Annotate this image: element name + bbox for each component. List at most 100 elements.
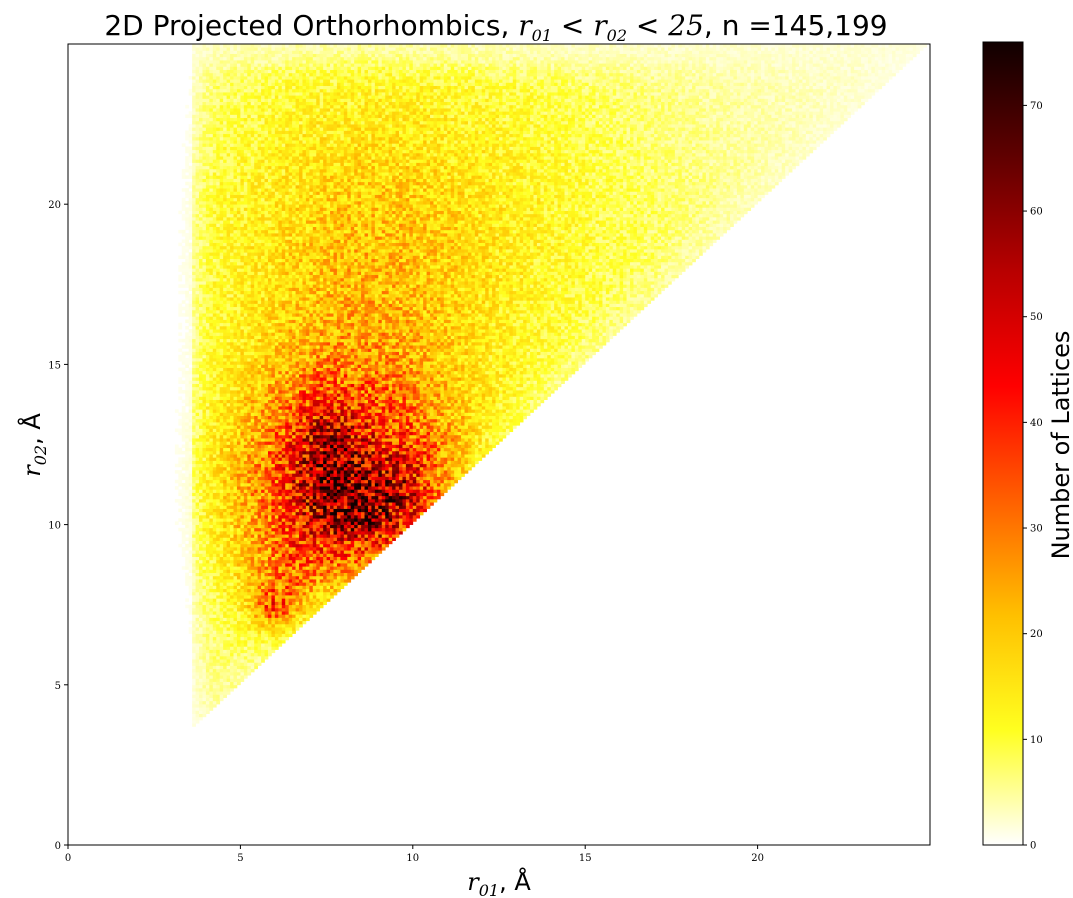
heatmap-cell <box>261 637 265 641</box>
heatmap-cell <box>220 108 224 112</box>
heatmap-cell <box>220 412 224 416</box>
heatmap-cell <box>223 384 227 388</box>
heatmap-cell <box>251 118 255 122</box>
heatmap-cell <box>254 204 258 208</box>
heatmap-cell <box>261 627 265 631</box>
heatmap-cell <box>202 505 206 509</box>
heatmap-cell <box>234 454 238 458</box>
heatmap-cell <box>265 560 269 564</box>
heatmap-cell <box>216 185 220 189</box>
heatmap-cell <box>244 163 248 167</box>
heatmap-cell <box>220 432 224 436</box>
heatmap-cell <box>202 707 206 711</box>
heatmap-cell <box>265 118 269 122</box>
heatmap-cell <box>199 618 203 622</box>
heatmap-cell <box>199 368 203 372</box>
heatmap-cell <box>196 461 200 465</box>
heatmap-cell <box>230 624 234 628</box>
heatmap-cell <box>261 451 265 455</box>
heatmap-cell <box>202 143 206 147</box>
heatmap-cell <box>178 332 182 336</box>
heatmap-cell <box>227 275 231 279</box>
heatmap-cell <box>202 124 206 128</box>
heatmap-cell <box>199 348 203 352</box>
heatmap-cell <box>237 300 241 304</box>
heatmap-cell <box>213 63 217 67</box>
heatmap-cell <box>230 441 234 445</box>
heatmap-cell <box>213 223 217 227</box>
heatmap-cell <box>220 140 224 144</box>
heatmap-cell <box>237 438 241 442</box>
heatmap-cell <box>199 95 203 99</box>
heatmap-cell <box>189 621 193 625</box>
heatmap-cell <box>230 451 234 455</box>
heatmap-cell <box>265 147 269 151</box>
heatmap-cell <box>209 66 213 70</box>
heatmap-cell <box>258 169 262 173</box>
heatmap-cell <box>254 188 258 192</box>
heatmap-cell <box>234 281 238 285</box>
heatmap-cell <box>251 409 255 413</box>
heatmap-cell <box>268 320 272 324</box>
heatmap-cell <box>261 441 265 445</box>
heatmap-cell <box>247 79 251 83</box>
heatmap-cell <box>192 611 196 615</box>
heatmap-cell <box>237 239 241 243</box>
heatmap-cell <box>237 332 241 336</box>
heatmap-cell <box>258 368 262 372</box>
heatmap-cell <box>209 550 213 554</box>
heatmap-cell <box>189 557 193 561</box>
heatmap-cell <box>202 688 206 692</box>
heatmap-cell <box>247 576 251 580</box>
heatmap-cell <box>247 531 251 535</box>
heatmap-cell <box>196 50 200 54</box>
heatmap-cell <box>258 288 262 292</box>
heatmap-cell <box>234 553 238 557</box>
heatmap-cell <box>258 662 262 666</box>
heatmap-cell <box>240 57 244 61</box>
heatmap-cell <box>209 227 213 231</box>
heatmap-cell <box>209 422 213 426</box>
heatmap-cell <box>227 582 231 586</box>
heatmap-cell <box>258 576 262 580</box>
heatmap-cell <box>202 179 206 183</box>
heatmap-cell <box>230 278 234 282</box>
heatmap-cell <box>244 393 248 397</box>
heatmap-cell <box>220 124 224 128</box>
heatmap-cell <box>192 525 196 529</box>
heatmap-cell <box>209 243 213 247</box>
heatmap-cell <box>182 422 186 426</box>
heatmap-cell <box>189 448 193 452</box>
heatmap-cell <box>182 496 186 500</box>
heatmap-cell <box>192 624 196 628</box>
heatmap-cell <box>254 406 258 410</box>
heatmap-cell <box>192 105 196 109</box>
heatmap-cell <box>268 380 272 384</box>
heatmap-cell <box>244 457 248 461</box>
heatmap-cell <box>202 400 206 404</box>
heatmap-cell <box>244 227 248 231</box>
heatmap-cell <box>216 694 220 698</box>
heatmap-cell <box>261 220 265 224</box>
heatmap-cell <box>227 467 231 471</box>
heatmap-cell <box>209 246 213 250</box>
heatmap-cell <box>237 505 241 509</box>
heatmap-cell <box>268 579 272 583</box>
heatmap-cell <box>223 348 227 352</box>
heatmap-cell <box>209 656 213 660</box>
heatmap-cell <box>268 483 272 487</box>
heatmap-cell <box>213 92 217 96</box>
heatmap-cell <box>192 355 196 359</box>
heatmap-cell <box>192 396 196 400</box>
heatmap-cell <box>216 627 220 631</box>
heatmap-cell <box>244 140 248 144</box>
heatmap-cell <box>244 111 248 115</box>
heatmap-cell <box>251 451 255 455</box>
heatmap-cell <box>244 230 248 234</box>
heatmap-cell <box>220 650 224 654</box>
heatmap-cell <box>209 108 213 112</box>
heatmap-cell <box>247 249 251 253</box>
heatmap-cell <box>244 396 248 400</box>
heatmap-cell <box>244 336 248 340</box>
heatmap-cell <box>220 44 224 48</box>
